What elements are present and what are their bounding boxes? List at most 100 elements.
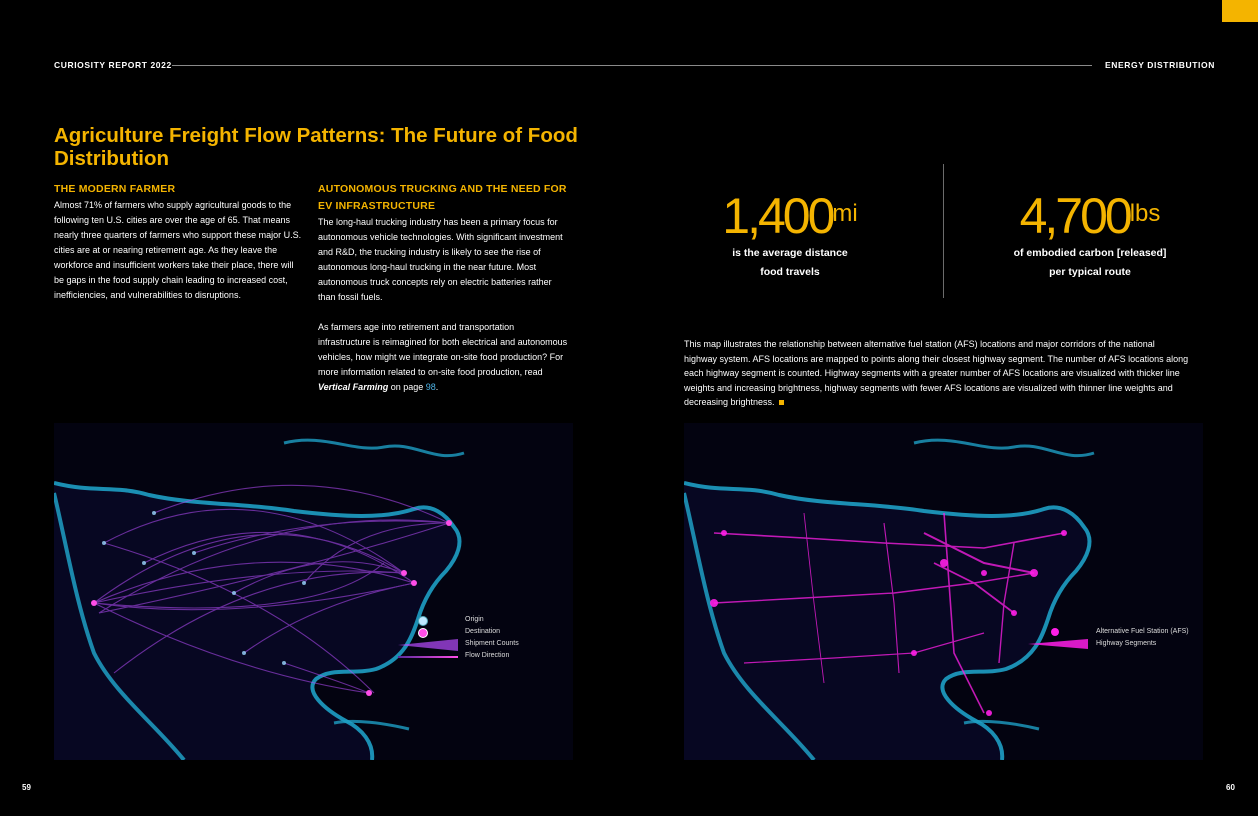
corner-tab — [1222, 0, 1258, 22]
autonomous-heading: AUTONOMOUS TRUCKING AND THE NEED FOR EV … — [318, 183, 567, 212]
flow-direction-legend-label: Flow Direction — [465, 652, 510, 659]
flow-line — [243, 582, 415, 654]
highway-segment — [883, 522, 900, 674]
flow-lines — [93, 484, 450, 694]
flow-line — [98, 522, 450, 614]
stat-distance-unit: mi — [832, 200, 858, 227]
autonomous-body-2-end: . — [435, 382, 439, 392]
flow-line — [93, 602, 370, 694]
flow-line — [103, 508, 405, 574]
land-shape — [54, 483, 460, 760]
stat-distance-value: 1,400mi — [690, 190, 890, 242]
coastline-west — [54, 492, 186, 760]
land-shape — [684, 483, 1090, 760]
end-mark-icon — [778, 400, 784, 405]
freight-flow-map-graphic — [54, 438, 465, 760]
stat-carbon-line1: of embodied carbon [released] — [1013, 247, 1167, 259]
shipment-legend-label: Shipment Counts — [465, 640, 519, 647]
origin-legend-label: Origin — [465, 616, 484, 623]
flow-line — [98, 519, 450, 614]
segments-wedge — [1028, 639, 1088, 649]
origin-point — [242, 651, 246, 655]
destination-point — [366, 690, 372, 696]
vertical-farming-ref: Vertical Farming — [318, 382, 389, 392]
page-number-right: 60 — [1226, 783, 1235, 792]
stat-distance-label: is the average distance food travels — [690, 244, 890, 282]
autonomous-body-1: The long-haul trucking industry has been… — [318, 217, 563, 302]
highway-segment — [933, 562, 1015, 614]
afs-cluster — [911, 650, 917, 656]
header-rule — [172, 65, 1092, 66]
island-cuba — [963, 719, 1040, 731]
highway-segment — [923, 532, 1035, 574]
modern-farmer-heading: THE MODERN FARMER — [54, 183, 176, 195]
stat-carbon: 4,700lbs of embodied carbon [released] pe… — [985, 190, 1195, 282]
destination-legend-icon — [418, 628, 428, 638]
destination-point — [401, 570, 407, 576]
flow-line — [283, 662, 370, 694]
modern-farmer-section: THE MODERN FARMER Almost 71% of farmers … — [54, 181, 304, 303]
stat-carbon-line2: per typical route — [1049, 266, 1131, 278]
page-title: Agriculture Freight Flow Patterns: The F… — [54, 124, 578, 170]
flow-line — [113, 571, 405, 674]
flow-line — [93, 570, 405, 604]
stats-divider — [943, 164, 944, 298]
afs-cluster — [986, 710, 992, 716]
coastline-east — [684, 481, 1092, 760]
autonomous-body-2-lead: As farmers age into retirement and trans… — [318, 322, 568, 377]
highway-segment — [713, 532, 1065, 549]
map-caption: This map illustrates the relationship be… — [684, 337, 1189, 410]
coastline-west — [684, 492, 816, 760]
stat-distance: 1,400mi is the average distance food trav… — [690, 190, 890, 282]
segments-legend-label: Highway Segments — [1096, 640, 1157, 647]
stat-distance-line2: food travels — [760, 266, 820, 278]
afs-cluster — [1011, 610, 1017, 616]
origin-point — [102, 541, 106, 545]
stat-distance-number: 1,400 — [722, 188, 835, 244]
origin-point — [152, 511, 156, 515]
stat-carbon-value: 4,700lbs — [985, 190, 1195, 242]
coastline-east — [54, 481, 462, 760]
freight-flow-map: Origin Destination Shipment Counts Flow … — [54, 423, 573, 760]
autonomous-section: AUTONOMOUS TRUCKING AND THE NEED FOR EV … — [318, 181, 568, 395]
flow-line — [93, 582, 415, 611]
coastline-north — [283, 438, 465, 458]
modern-farmer-body: Almost 71% of farmers who supply agricul… — [54, 200, 302, 300]
afs-cluster — [710, 599, 718, 607]
section-title: ENERGY DISTRIBUTION — [1105, 60, 1215, 70]
autonomous-body-2-mid: on page — [388, 382, 426, 392]
flow-line — [193, 520, 450, 554]
autonomous-body-2: As farmers age into retirement and trans… — [318, 320, 568, 395]
origin-points — [102, 511, 306, 665]
map-caption-text: This map illustrates the relationship be… — [684, 339, 1189, 407]
afs-cluster — [1030, 569, 1038, 577]
highway-segment — [943, 512, 985, 714]
shipment-legend-icon — [398, 639, 458, 651]
highway-segment — [803, 512, 825, 684]
origin-point — [282, 661, 286, 665]
highway-segment — [713, 572, 1035, 604]
afs-legend-icon — [1051, 628, 1059, 636]
page-link-98[interactable]: 98 — [425, 382, 436, 392]
flow-line — [303, 522, 450, 584]
flow-direction-legend-icon — [398, 656, 458, 658]
page-number-left: 59 — [22, 783, 31, 792]
flow-line — [93, 562, 385, 609]
afs-legend-label: Alternative Fuel Station (AFS) — [1096, 628, 1189, 635]
origin-point — [192, 551, 196, 555]
highway-segment — [743, 632, 985, 664]
origin-point — [142, 561, 146, 565]
destination-point — [91, 600, 97, 606]
flow-line — [143, 531, 415, 584]
destination-points — [91, 520, 452, 696]
stat-distance-line1: is the average distance — [732, 247, 848, 259]
stat-carbon-number: 4,700 — [1019, 188, 1133, 244]
report-title: CURIOSITY REPORT 2022 — [54, 60, 172, 70]
stat-carbon-label: of embodied carbon [released] per typical… — [985, 244, 1195, 282]
origin-legend-icon — [418, 616, 428, 626]
stat-carbon-unit: lbs — [1129, 200, 1161, 227]
flow-line — [233, 561, 405, 594]
afs-cluster — [721, 530, 727, 536]
island-cuba — [333, 719, 410, 731]
afs-cluster — [981, 570, 987, 576]
